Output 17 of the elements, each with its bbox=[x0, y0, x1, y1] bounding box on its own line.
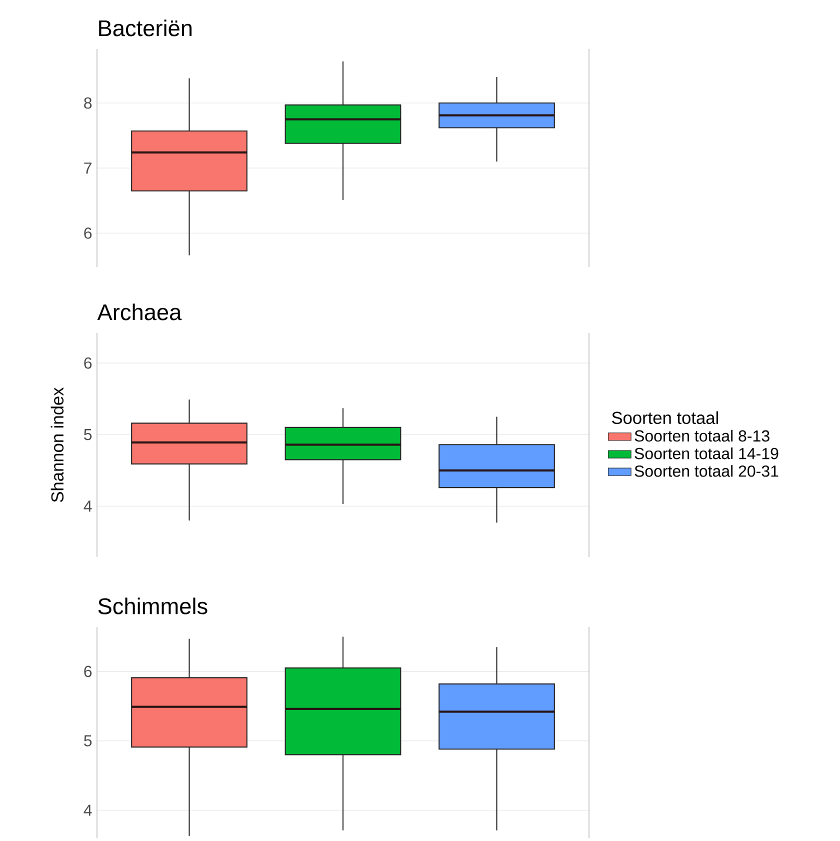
legend-label: Soorten totaal 20-31 bbox=[634, 465, 778, 477]
y-tick-label: 6 bbox=[84, 227, 92, 239]
chart-title: Archaea bbox=[97, 304, 182, 320]
legend-label: Soorten totaal 14-19 bbox=[634, 447, 778, 460]
y-tick-label: 6 bbox=[84, 666, 92, 678]
y-tick-label: 8 bbox=[84, 97, 92, 109]
chart-title: Bacteriën bbox=[99, 20, 192, 36]
y-tick-label: 5 bbox=[84, 735, 92, 746]
y-tick-label: 4 bbox=[84, 500, 92, 512]
y-tick-label: 5 bbox=[84, 429, 92, 440]
chart-title: Schimmels bbox=[98, 598, 208, 614]
legend-title: Soorten totaal bbox=[612, 411, 718, 424]
y-tick-label: 6 bbox=[84, 357, 92, 369]
y-tick-label: 4 bbox=[84, 804, 92, 816]
y-axis-title: Shannon index bbox=[50, 387, 64, 502]
y-tick-label: 7 bbox=[84, 162, 92, 174]
legend-label: Soorten totaal 8-13 bbox=[634, 430, 770, 442]
